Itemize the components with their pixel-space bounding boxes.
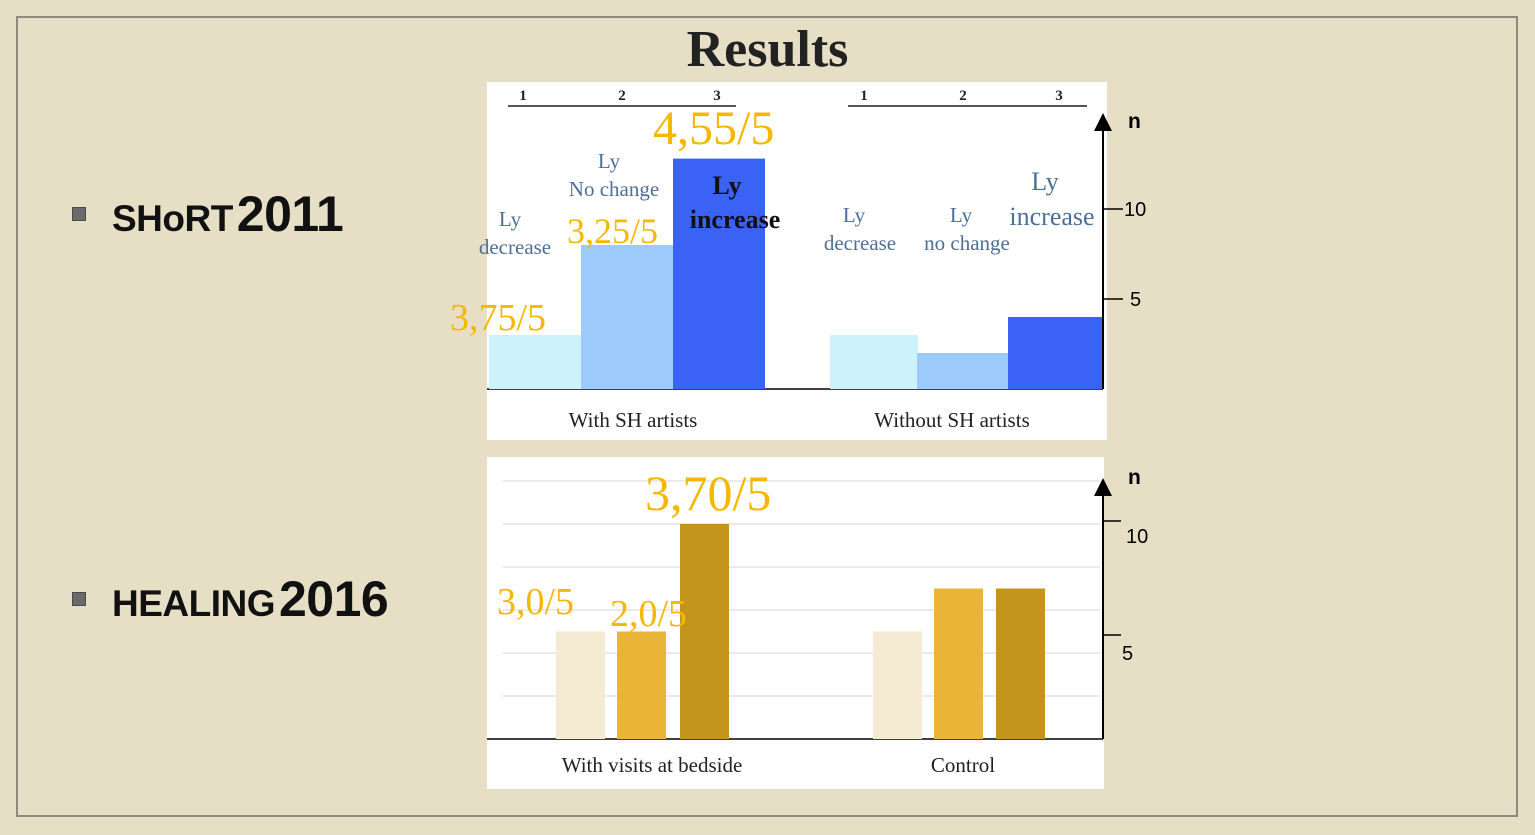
category-label: Ly decrease (824, 203, 896, 255)
slide-title: Results (686, 21, 849, 78)
score-label: 3,70/5 (645, 465, 771, 521)
y-tick-label: 10 (1124, 199, 1146, 221)
bar (917, 353, 1008, 389)
y-tick-label: 5 (1122, 643, 1133, 665)
y-tick-label: 5 (1130, 289, 1141, 311)
bar (996, 588, 1045, 739)
x-category-label: With SH artists (569, 408, 698, 432)
bullet-study-name: HEALING (112, 583, 276, 624)
score-label: 4,55/5 (653, 102, 774, 155)
bullet-study-year: 2016 (278, 571, 389, 627)
score-label: 3,75/5 (450, 297, 546, 339)
bar (489, 335, 581, 389)
score-label: 3,0/5 (497, 581, 574, 623)
category-label: Ly No change (569, 149, 659, 201)
bullet-healing-2016: HEALING 2016 (112, 570, 389, 628)
bullet-marker-2 (72, 592, 86, 606)
score-label: 3,25/5 (567, 211, 658, 251)
x-category-label: Control (931, 753, 995, 777)
bar (673, 158, 765, 389)
slide-frame (16, 16, 1518, 817)
y-axis-label: n (1128, 110, 1141, 133)
score-label: 2,0/5 (610, 593, 687, 635)
bar (1008, 317, 1102, 389)
x-category-label: Without SH artists (874, 408, 1030, 432)
bullet-short-2011: SHoRT 2011 (112, 185, 344, 243)
x-category-label: With visits at bedside (562, 753, 743, 777)
bar (680, 524, 729, 739)
bullet-study-year: 2011 (236, 186, 344, 242)
bullet-marker-1 (72, 207, 86, 221)
y-axis-arrow (1094, 478, 1112, 496)
group-tick-label: 2 (618, 88, 626, 104)
group-tick-label: 2 (959, 88, 967, 104)
category-label: Ly increase (690, 171, 781, 234)
group-tick-label: 3 (713, 88, 721, 104)
bar (873, 631, 922, 739)
bar (556, 631, 605, 739)
bar (934, 588, 983, 739)
group-tick-label: 1 (519, 88, 527, 104)
bar (830, 335, 918, 389)
bar (581, 245, 673, 389)
y-axis-arrow (1094, 113, 1112, 131)
bullet-study-name: SHoRT (112, 198, 233, 239)
bar (617, 631, 666, 739)
y-tick-label: 10 (1126, 526, 1148, 548)
category-label: Ly decrease (479, 207, 551, 259)
category-label: Ly increase (1009, 167, 1094, 231)
group-tick-label: 3 (1055, 88, 1063, 104)
category-label: Ly no change (924, 203, 1010, 255)
group-tick-label: 1 (860, 88, 868, 104)
y-axis-label: n (1128, 466, 1141, 489)
